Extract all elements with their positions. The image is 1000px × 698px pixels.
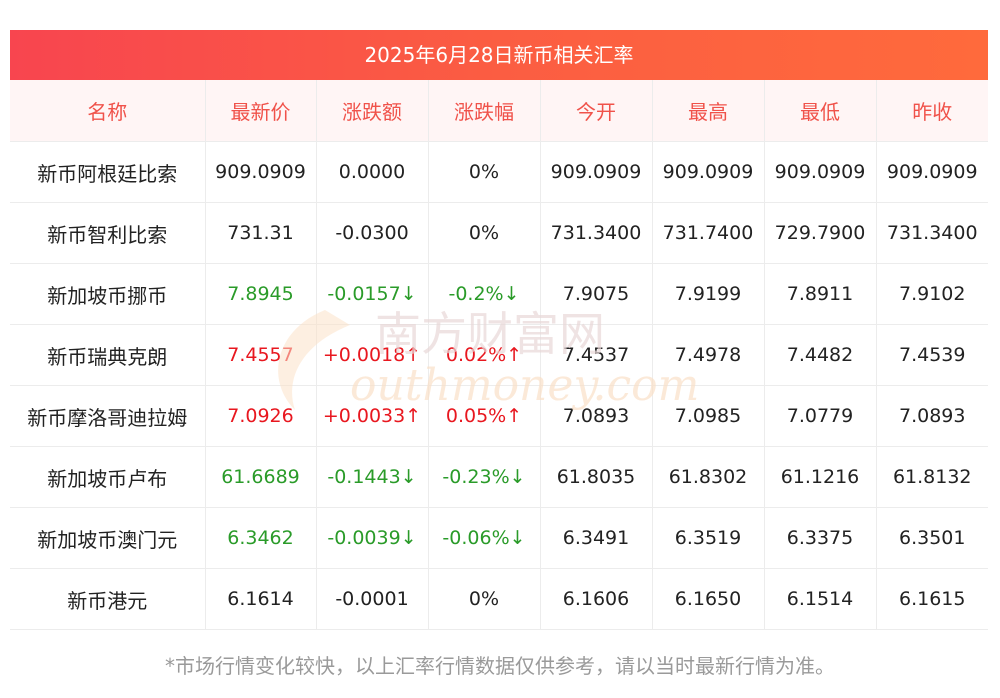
cell-price: 6.3462 [205, 507, 317, 569]
cell-high: 6.3519 [652, 507, 765, 569]
cell-price: 731.31 [205, 202, 317, 264]
cell-pct: 0.05%↑ [428, 385, 541, 447]
cell-open: 7.0893 [540, 385, 653, 447]
cell-prev: 731.3400 [876, 202, 988, 264]
table-row: 新加坡币卢布 61.6689 -0.1443↓ -0.23%↓ 61.8035 61.83… [10, 446, 988, 508]
table-row: 新加坡币澳门元 6.3462 -0.0039↓ -0.06%↓ 6.3491 6.3519… [10, 507, 988, 569]
cell-name: 新加坡币澳门元 [10, 507, 206, 569]
table-title: 2025年6月28日新币相关汇率 [10, 30, 988, 80]
header-high: 最高 [652, 80, 765, 142]
cell-name: 新币智利比索 [10, 202, 206, 264]
cell-open: 6.3491 [540, 507, 653, 569]
cell-prev: 7.4539 [876, 324, 988, 386]
cell-low: 6.1514 [764, 568, 877, 630]
cell-open: 6.1606 [540, 568, 653, 630]
cell-prev: 6.1615 [876, 568, 988, 630]
header-prev: 昨收 [876, 80, 988, 142]
header-open: 今开 [540, 80, 653, 142]
cell-change: 0.0000 [316, 141, 429, 203]
cell-prev: 7.9102 [876, 263, 988, 325]
cell-prev: 6.3501 [876, 507, 988, 569]
cell-pct: 0% [428, 202, 541, 264]
cell-price: 7.0926 [205, 385, 317, 447]
table-row: 新币智利比索 731.31 -0.0300 0% 731.3400 731.7400 729… [10, 202, 988, 264]
cell-low: 61.1216 [764, 446, 877, 508]
disclaimer-note: *市场行情变化较快，以上汇率行情数据仅供参考，请以当时最新行情为准。 [165, 654, 835, 678]
cell-open: 7.9075 [540, 263, 653, 325]
cell-price: 61.6689 [205, 446, 317, 508]
cell-open: 61.8035 [540, 446, 653, 508]
cell-pct: -0.2%↓ [428, 263, 541, 325]
cell-high: 61.8302 [652, 446, 765, 508]
cell-pct: 0.02%↑ [428, 324, 541, 386]
cell-high: 6.1650 [652, 568, 765, 630]
cell-low: 7.8911 [764, 263, 877, 325]
cell-pct: -0.23%↓ [428, 446, 541, 508]
cell-high: 7.4978 [652, 324, 765, 386]
cell-pct: 0% [428, 141, 541, 203]
cell-price: 7.4557 [205, 324, 317, 386]
cell-low: 729.7900 [764, 202, 877, 264]
cell-pct: 0% [428, 568, 541, 630]
cell-change: -0.0001 [316, 568, 429, 630]
table-row: 新币阿根廷比索 909.0909 0.0000 0% 909.0909 909.0909 9… [10, 141, 988, 203]
table-header-row: 名称 最新价 涨跌额 涨跌幅 今开 最高 最低 昨收 [10, 80, 988, 142]
header-price: 最新价 [205, 80, 317, 142]
cell-change: -0.0300 [316, 202, 429, 264]
cell-prev: 61.8132 [876, 446, 988, 508]
cell-open: 909.0909 [540, 141, 653, 203]
cell-open: 7.4537 [540, 324, 653, 386]
cell-low: 7.0779 [764, 385, 877, 447]
cell-change: -0.0039↓ [316, 507, 429, 569]
cell-change: -0.1443↓ [316, 446, 429, 508]
cell-low: 7.4482 [764, 324, 877, 386]
cell-name: 新币阿根廷比索 [10, 141, 206, 203]
rate-table-card: 2025年6月28日新币相关汇率 名称 最新价 涨跌额 涨跌幅 今开 最高 最低… [10, 30, 988, 630]
cell-high: 7.0985 [652, 385, 765, 447]
cell-name: 新加坡币卢布 [10, 446, 206, 508]
table-row: 新币摩洛哥迪拉姆 7.0926 +0.0033↑ 0.05%↑ 7.0893 7.0985… [10, 385, 988, 447]
header-pct: 涨跌幅 [428, 80, 541, 142]
cell-price: 909.0909 [205, 141, 317, 203]
cell-price: 6.1614 [205, 568, 317, 630]
header-low: 最低 [764, 80, 877, 142]
table-row: 新币瑞典克朗 7.4557 +0.0018↑ 0.02%↑ 7.4537 7.4978 7.… [10, 324, 988, 386]
header-change: 涨跌额 [316, 80, 429, 142]
cell-prev: 7.0893 [876, 385, 988, 447]
cell-name: 新币摩洛哥迪拉姆 [10, 385, 206, 447]
cell-low: 6.3375 [764, 507, 877, 569]
rate-table: 名称 最新价 涨跌额 涨跌幅 今开 最高 最低 昨收 新币阿根廷比索 909.09… [10, 80, 988, 630]
cell-name: 新币瑞典克朗 [10, 324, 206, 386]
cell-low: 909.0909 [764, 141, 877, 203]
table-row: 新币港元 6.1614 -0.0001 0% 6.1606 6.1650 6.1514 6.1… [10, 568, 988, 630]
cell-high: 909.0909 [652, 141, 765, 203]
cell-name: 新加坡币挪币 [10, 263, 206, 325]
cell-pct: -0.06%↓ [428, 507, 541, 569]
header-name: 名称 [10, 80, 206, 142]
cell-high: 731.7400 [652, 202, 765, 264]
cell-change: +0.0033↑ [316, 385, 429, 447]
cell-high: 7.9199 [652, 263, 765, 325]
cell-change: +0.0018↑ [316, 324, 429, 386]
cell-prev: 909.0909 [876, 141, 988, 203]
cell-change: -0.0157↓ [316, 263, 429, 325]
cell-name: 新币港元 [10, 568, 206, 630]
cell-open: 731.3400 [540, 202, 653, 264]
table-row: 新加坡币挪币 7.8945 -0.0157↓ -0.2%↓ 7.9075 7.9199 7.… [10, 263, 988, 325]
cell-price: 7.8945 [205, 263, 317, 325]
